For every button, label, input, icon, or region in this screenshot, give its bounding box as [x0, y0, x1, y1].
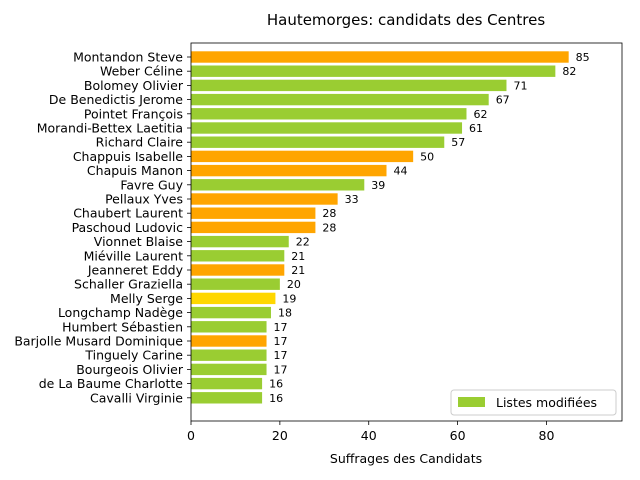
candidate-name-label: Weber Céline [100, 64, 183, 79]
bar [191, 264, 285, 276]
bar-value-label: 50 [420, 150, 434, 163]
bar-value-label: 71 [513, 79, 527, 92]
candidate-name-label: Chapuis Manon [87, 163, 183, 178]
x-tick-label: 0 [187, 428, 195, 443]
bars-layer: 8582716762615750443933282822212120191817… [191, 51, 590, 405]
candidate-name-label: Tinguely Carine [84, 348, 183, 363]
bar-value-label: 44 [394, 165, 408, 178]
bar-value-label: 82 [562, 65, 576, 78]
bar-value-label: 17 [274, 363, 288, 376]
bar-value-label: 17 [274, 349, 288, 362]
candidate-name-label: Vionnet Blaise [94, 234, 184, 249]
bar-value-label: 17 [274, 321, 288, 334]
bar [191, 136, 445, 148]
legend-label: Listes modifiées [496, 395, 597, 410]
candidate-name-label: Favre Guy [120, 177, 183, 192]
bar-value-label: 19 [282, 292, 296, 305]
bar [191, 392, 263, 404]
candidate-name-label: Paschoud Ludovic [72, 220, 184, 235]
candidate-name-label: Richard Claire [96, 135, 184, 150]
bar [191, 150, 414, 163]
bar-value-label: 16 [269, 378, 283, 391]
bar [191, 65, 556, 77]
bar [191, 179, 365, 191]
candidate-name-label: de La Baume Charlotte [39, 376, 184, 391]
candidate-name-label: Longchamp Nadège [58, 305, 183, 320]
bar [191, 278, 280, 290]
bar [191, 335, 267, 347]
bar-value-label: 62 [473, 108, 487, 121]
candidate-name-label: Chappuis Isabelle [73, 149, 183, 164]
bar-value-label: 28 [322, 221, 336, 234]
candidate-name-label: Pellaux Yves [105, 192, 183, 207]
bar [191, 193, 338, 205]
legend-swatch [458, 397, 485, 407]
bar [191, 250, 285, 262]
legend: Listes modifiées [450, 389, 617, 416]
x-tick-label: 80 [539, 428, 555, 443]
bar-value-label: 67 [496, 94, 510, 107]
bar [191, 377, 263, 390]
plot-frame [190, 42, 623, 422]
bar-value-label: 16 [269, 392, 283, 405]
bar-value-label: 18 [278, 307, 292, 320]
bar-value-label: 61 [469, 122, 483, 135]
bar-value-label: 39 [371, 179, 385, 192]
bar [191, 363, 267, 376]
candidate-name-label: Miéville Laurent [84, 248, 183, 263]
candidate-name-label: De Benedictis Jerome [49, 92, 183, 107]
bar [191, 51, 569, 63]
bar [191, 108, 467, 120]
legend-frame [450, 389, 617, 416]
candidate-name-label: Barjolle Musard Dominique [14, 334, 183, 349]
bar-value-label: 28 [322, 207, 336, 220]
candidate-name-label: Schaller Graziella [74, 277, 183, 292]
x-tick-label: 40 [361, 428, 377, 443]
bar-value-label: 17 [274, 335, 288, 348]
bar [191, 306, 271, 319]
candidate-name-label: Pointet François [84, 106, 183, 121]
candidate-name-label: Bolomey Olivier [84, 78, 184, 93]
candidate-name-label: Humbert Sébastien [62, 319, 183, 334]
x-tick-label: 20 [272, 428, 288, 443]
candidate-name-label: Bourgeois Olivier [76, 362, 184, 377]
bar [191, 164, 387, 177]
bar [191, 93, 489, 106]
bar-value-label: 22 [296, 236, 310, 249]
chart-title: Hautemorges: candidats des Centres [267, 11, 545, 29]
bar [191, 207, 316, 219]
candidate-name-label: Chaubert Laurent [73, 206, 183, 221]
bar-value-label: 21 [291, 264, 305, 277]
bar-value-label: 85 [576, 51, 590, 64]
x-axis-label: Suffrages des Candidats [330, 451, 482, 466]
bar [191, 122, 463, 134]
bar-value-label: 21 [291, 250, 305, 263]
bar [191, 349, 267, 361]
bar [191, 79, 507, 92]
bar-value-label: 57 [451, 136, 465, 149]
candidate-name-label: Jeanneret Eddy [87, 263, 184, 278]
bar [191, 221, 316, 234]
x-tick-label: 60 [450, 428, 466, 443]
candidate-name-label: Morandi-Bettex Laetitia [37, 121, 183, 136]
bar [191, 235, 289, 248]
candidate-name-label: Montandon Steve [73, 50, 183, 65]
bar-value-label: 33 [345, 193, 359, 206]
candidate-name-label: Cavalli Virginie [90, 390, 183, 405]
bar [191, 321, 267, 333]
candidate-name-label: Melly Serge [110, 291, 183, 306]
bar [191, 292, 276, 305]
bar-value-label: 20 [287, 278, 301, 291]
